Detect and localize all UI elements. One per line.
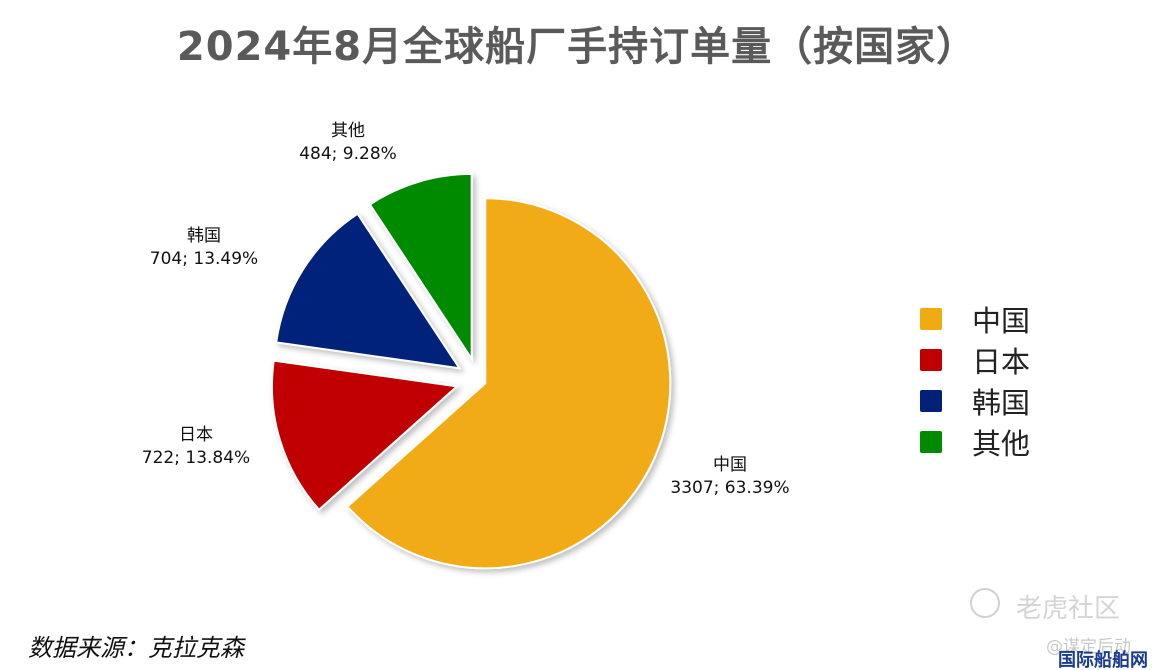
slice-value-other: 484; 9.28%	[299, 144, 397, 164]
legend-label-china: 中国	[972, 303, 1031, 338]
legend-item-other: 其他	[920, 421, 1030, 462]
legend-swatch-japan	[920, 348, 942, 371]
legend-label-korea: 韩国	[972, 385, 1031, 420]
watermark-handle: @谋定后动	[1046, 637, 1131, 657]
pie-slice-korea	[275, 212, 462, 370]
slice-name-japan: 日本	[179, 425, 213, 445]
legend-label-other: 其他	[972, 426, 1031, 461]
slice-name-other: 其他	[331, 121, 365, 141]
legend-label-japan: 日本	[972, 344, 1031, 379]
slice-value-japan: 722; 13.84%	[142, 448, 250, 468]
data-source: 数据来源：克拉克森	[28, 634, 244, 662]
slice-value-korea: 704; 13.49%	[150, 249, 258, 269]
legend: 中国 日本 韩国 其他	[920, 298, 1030, 462]
slice-value-china: 3307; 63.39%	[670, 478, 789, 498]
legend-swatch-china	[920, 307, 942, 330]
legend-item-china: 中国	[920, 298, 1030, 339]
slice-name-korea: 韩国	[187, 226, 221, 246]
watermark-community: 老虎社区	[1016, 594, 1121, 624]
legend-item-korea: 韩国	[920, 380, 1030, 421]
legend-swatch-other	[920, 430, 942, 453]
pie-slice-china	[345, 197, 672, 570]
legend-item-japan: 日本	[920, 339, 1030, 380]
legend-swatch-korea	[920, 389, 942, 412]
watermark-site: 国际船舶网	[1058, 650, 1148, 670]
chart-title: 2024年8月全球船厂手持订单量（按国家）	[176, 24, 978, 70]
pie-slice-other	[368, 172, 473, 363]
pie-slice-japan	[271, 359, 460, 512]
slice-name-china: 中国	[713, 455, 747, 475]
watermark-logo-icon	[970, 588, 1000, 618]
